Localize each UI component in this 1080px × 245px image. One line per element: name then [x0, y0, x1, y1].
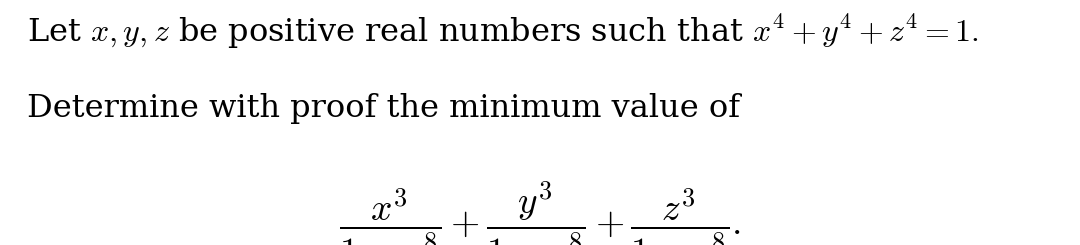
Text: $\dfrac{x^3}{1 - x^8} + \dfrac{y^3}{1 - y^8} + \dfrac{z^3}{1 - z^8}.$: $\dfrac{x^3}{1 - x^8} + \dfrac{y^3}{1 - … [339, 179, 741, 245]
Text: Let $x, y, z$ be positive real numbers such that $x^4 + y^4 + z^4 = 1.$: Let $x, y, z$ be positive real numbers s… [27, 12, 978, 51]
Text: Determine with proof the minimum value of: Determine with proof the minimum value o… [27, 93, 740, 124]
